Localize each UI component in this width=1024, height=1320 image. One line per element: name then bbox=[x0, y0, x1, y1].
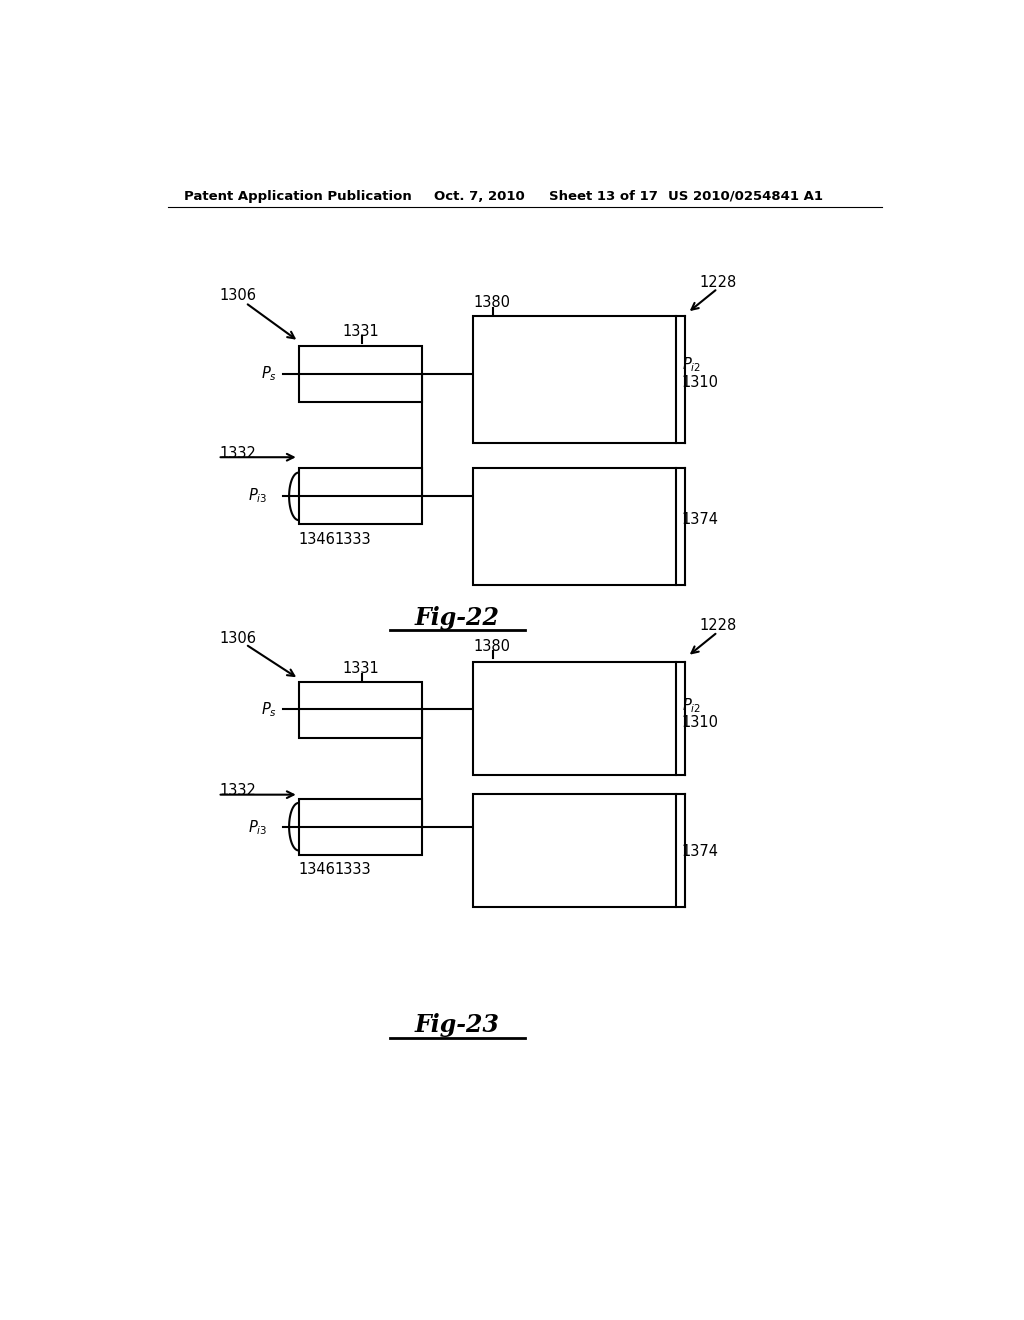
Text: Oct. 7, 2010: Oct. 7, 2010 bbox=[433, 190, 524, 202]
Text: 1228: 1228 bbox=[699, 619, 736, 634]
Text: 1306: 1306 bbox=[219, 631, 256, 645]
Text: 1374: 1374 bbox=[682, 512, 719, 527]
Text: 1346: 1346 bbox=[299, 532, 336, 548]
Text: $P_{i2}$: $P_{i2}$ bbox=[682, 696, 701, 714]
Text: $P_s$: $P_s$ bbox=[261, 364, 278, 383]
Text: 1306: 1306 bbox=[219, 288, 256, 304]
Bar bbox=[473, 661, 676, 775]
Text: 1380: 1380 bbox=[473, 296, 510, 310]
Text: 1333: 1333 bbox=[334, 532, 371, 548]
Text: 1346: 1346 bbox=[299, 862, 336, 876]
Bar bbox=[473, 793, 676, 907]
Text: 1331: 1331 bbox=[342, 661, 379, 676]
Text: 1380: 1380 bbox=[473, 639, 510, 653]
Text: Fig-22: Fig-22 bbox=[415, 606, 500, 630]
Text: 1310: 1310 bbox=[682, 375, 719, 389]
Text: $P_{i3}$: $P_{i3}$ bbox=[248, 818, 267, 837]
Bar bbox=[473, 469, 676, 585]
Text: 1333: 1333 bbox=[334, 862, 371, 876]
Bar bbox=[473, 315, 676, 444]
Text: 1228: 1228 bbox=[699, 275, 736, 290]
Text: Sheet 13 of 17: Sheet 13 of 17 bbox=[549, 190, 657, 202]
Text: $P_{i3}$: $P_{i3}$ bbox=[248, 487, 267, 506]
Text: 1331: 1331 bbox=[342, 323, 379, 339]
Text: Patent Application Publication: Patent Application Publication bbox=[183, 190, 412, 202]
Text: Fig-23: Fig-23 bbox=[415, 1014, 500, 1038]
Text: 1374: 1374 bbox=[682, 843, 719, 859]
Bar bbox=[299, 799, 422, 854]
Text: $P_s$: $P_s$ bbox=[261, 700, 278, 718]
Text: 1332: 1332 bbox=[219, 446, 256, 461]
Text: $P_{i2}$: $P_{i2}$ bbox=[682, 355, 701, 374]
Bar bbox=[299, 346, 422, 403]
Text: 1332: 1332 bbox=[219, 783, 256, 799]
Text: US 2010/0254841 A1: US 2010/0254841 A1 bbox=[668, 190, 822, 202]
Bar bbox=[299, 469, 422, 524]
Bar bbox=[299, 682, 422, 738]
Text: 1310: 1310 bbox=[682, 715, 719, 730]
